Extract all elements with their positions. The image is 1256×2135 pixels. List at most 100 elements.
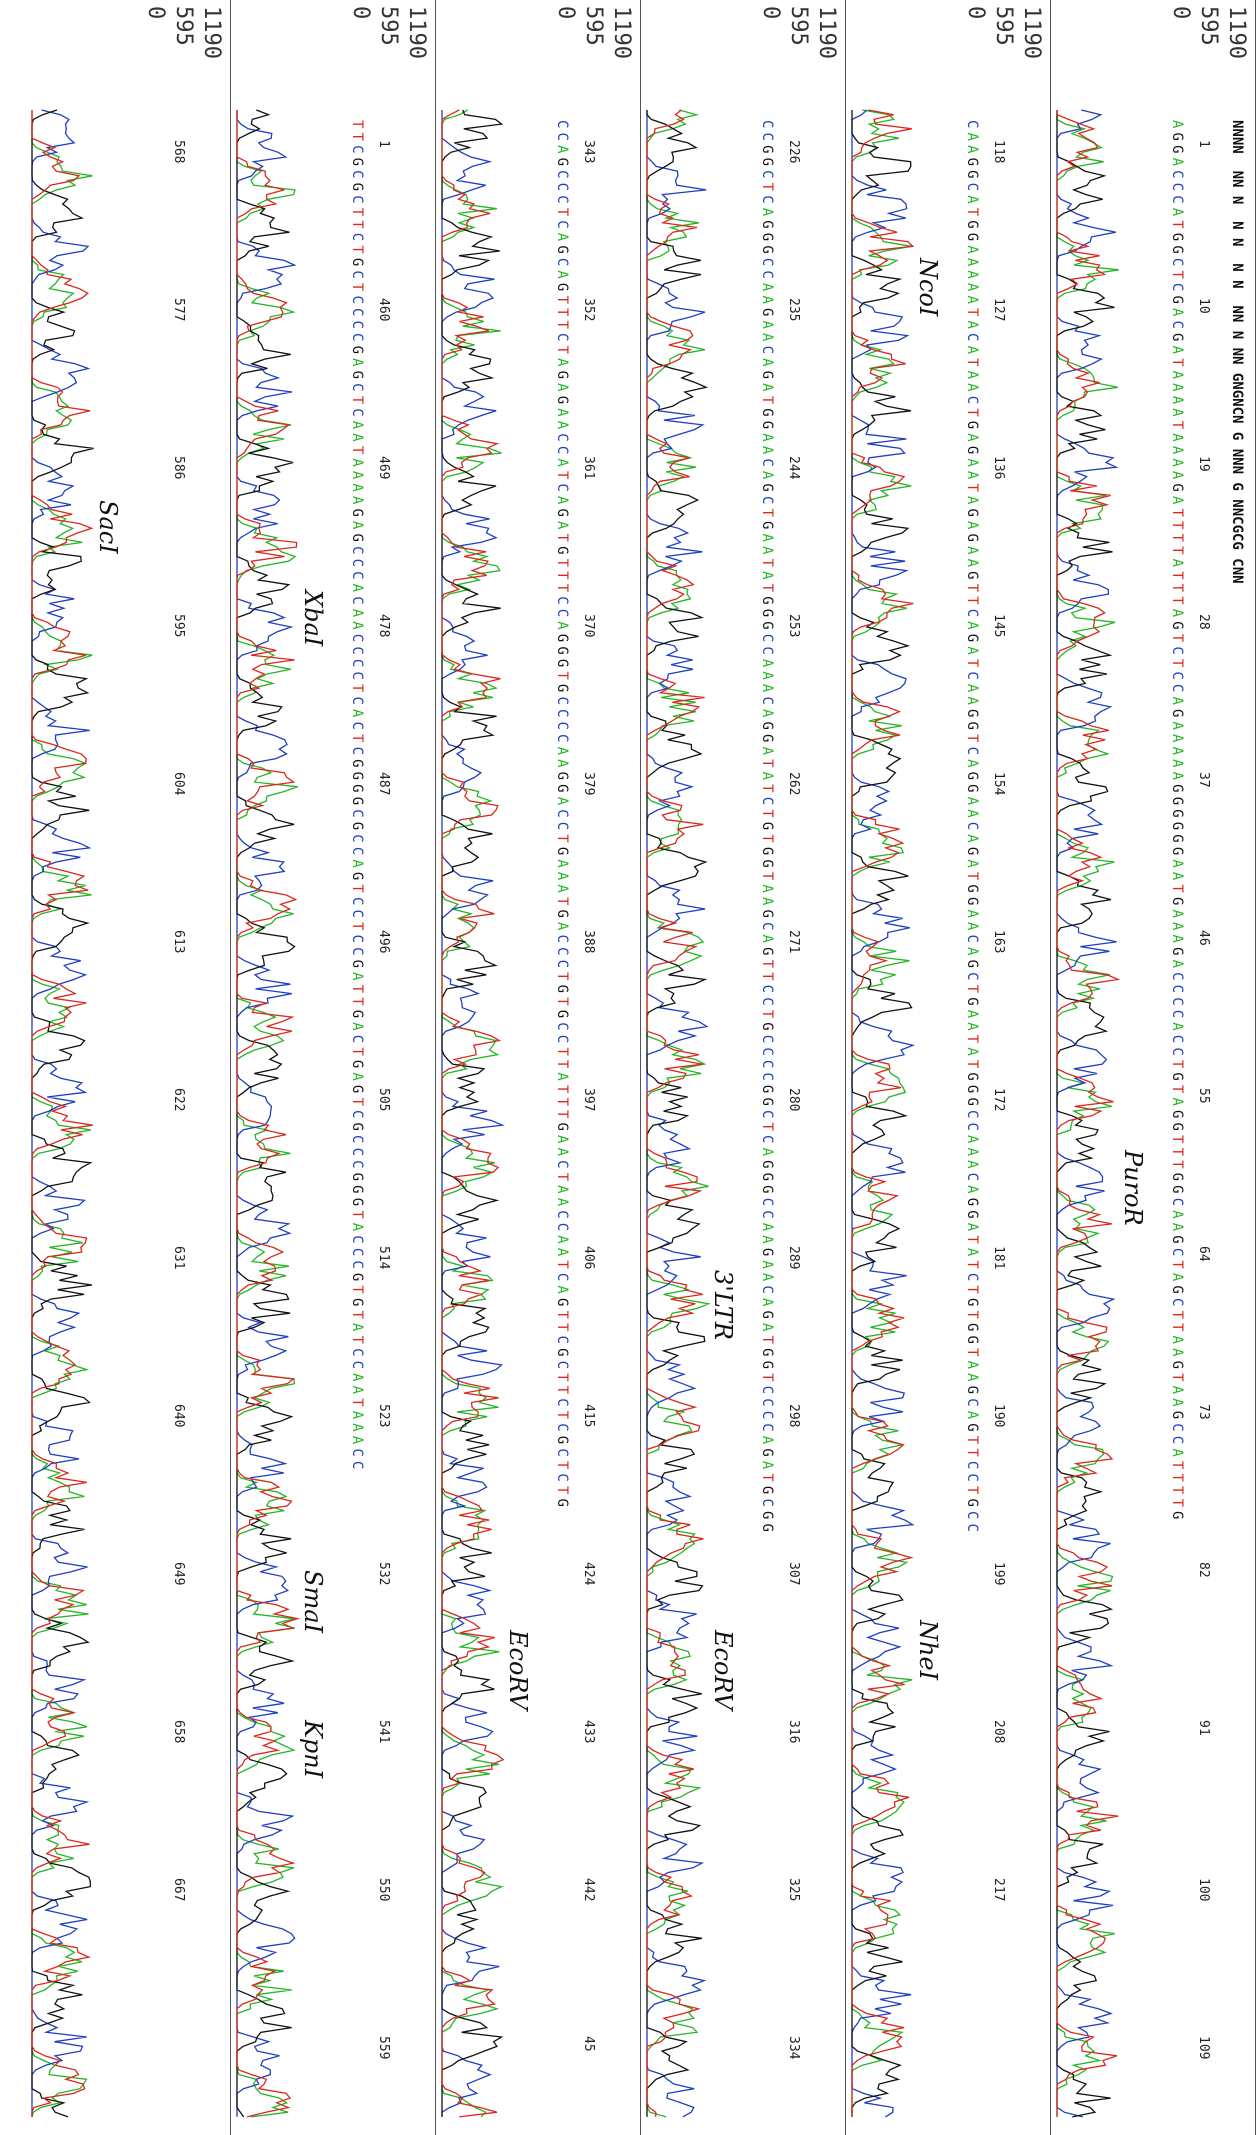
trace-series-A (851, 109, 913, 2117)
base-call: G (964, 1423, 980, 1436)
base-call: T (964, 1485, 980, 1499)
position-tick-label: 217 (991, 1878, 1006, 1902)
base-call: A (554, 358, 570, 371)
base-call: C (1169, 1034, 1185, 1048)
base-call: C (759, 132, 775, 146)
base-call: A (964, 1373, 980, 1386)
base-call: T (1169, 546, 1185, 559)
base-call: A (759, 333, 775, 346)
base-call: A (759, 746, 775, 760)
base-call: A (964, 1022, 980, 1035)
base-call: A (759, 708, 775, 722)
base-call: C (1169, 1297, 1185, 1311)
base-call: T (1169, 1485, 1185, 1499)
base-call: G (554, 282, 570, 296)
base-call: T (349, 922, 365, 935)
base-call: T (554, 295, 570, 308)
base-call: A (349, 420, 365, 434)
base-call: T (554, 1373, 570, 1386)
position-tick-label: 478 (376, 614, 391, 638)
position-tick-label: 298 (786, 1404, 801, 1428)
base-call: C (349, 307, 365, 321)
trace-plot (236, 109, 301, 2118)
base-call: T (964, 1034, 980, 1048)
base-call: A (964, 370, 980, 384)
base-call: C (554, 445, 570, 459)
base-call: A (964, 1247, 980, 1261)
base-call: G (964, 959, 980, 973)
base-call: A (554, 871, 570, 885)
base-call: G (1169, 821, 1185, 835)
base-call: A (1169, 1398, 1185, 1411)
base-call: G (1169, 245, 1185, 258)
base-call: T (759, 1122, 775, 1136)
base-call: A (759, 445, 775, 459)
base-call: C (554, 809, 570, 822)
base-call: C (1169, 972, 1185, 985)
base-call: G (1169, 846, 1185, 860)
base-call: A (349, 583, 365, 597)
base-call: T (349, 207, 365, 221)
base-call: A (554, 1135, 570, 1148)
base-call: G (759, 232, 775, 246)
base-call: A (1169, 1222, 1185, 1236)
base-call: T (1169, 633, 1185, 647)
base-call: A (1169, 395, 1185, 409)
base-call: C (349, 658, 365, 672)
base-call: C (554, 708, 570, 722)
base-call: C (964, 395, 980, 409)
base-call: G (759, 370, 775, 384)
base-call: C (349, 596, 365, 609)
base-call: G (759, 1310, 775, 1323)
base-call: A (759, 1297, 775, 1311)
base-call: T (1169, 884, 1185, 897)
position-tick-label: 181 (991, 1246, 1006, 1270)
base-call: C (1169, 170, 1185, 183)
base-call: T (759, 834, 775, 847)
base-call: G (964, 445, 980, 459)
position-tick-label: 280 (786, 1088, 801, 1112)
base-call: T (1169, 420, 1185, 434)
base-call: C (349, 909, 365, 922)
base-call: C (554, 182, 570, 196)
base-call: T (759, 972, 775, 985)
base-call: A (759, 1460, 775, 1474)
base-call: C (1169, 1435, 1185, 1449)
base-call: G (554, 157, 570, 171)
position-tick-label: 604 (171, 772, 186, 796)
base-call: A (1169, 696, 1185, 709)
base-call: A (349, 433, 365, 446)
base-call: T (759, 959, 775, 973)
base-call: G (1169, 947, 1185, 960)
base-call: A (759, 433, 775, 446)
base-call: T (759, 395, 775, 409)
base-call: A (1169, 608, 1185, 622)
base-call: G (964, 420, 980, 434)
base-call: A (1169, 859, 1185, 872)
base-call: G (1169, 232, 1185, 246)
base-call: T (554, 1172, 570, 1186)
base-call: G (349, 182, 365, 196)
base-call: C (349, 333, 365, 346)
base-call: T (1169, 583, 1185, 597)
base-call: T (349, 884, 365, 897)
base-call: C (349, 721, 365, 735)
base-call: A (349, 483, 365, 496)
base-call: T (349, 282, 365, 296)
base-call: C (759, 984, 775, 998)
base-call: A (349, 495, 365, 509)
base-call: G (964, 533, 980, 547)
base-call: A (554, 420, 570, 434)
position-tick-label: 487 (376, 772, 391, 796)
base-call: A (349, 458, 365, 471)
base-call: A (759, 383, 775, 396)
base-call: C (349, 408, 365, 421)
base-call: A (349, 1435, 365, 1449)
base-call: T (1169, 1059, 1185, 1073)
base-call: C (349, 195, 365, 208)
base-call: A (964, 1135, 980, 1148)
base-call: G (759, 220, 775, 233)
base-call: T (349, 984, 365, 998)
position-tick-label: 19 (1196, 456, 1211, 472)
base-call: A (554, 408, 570, 421)
